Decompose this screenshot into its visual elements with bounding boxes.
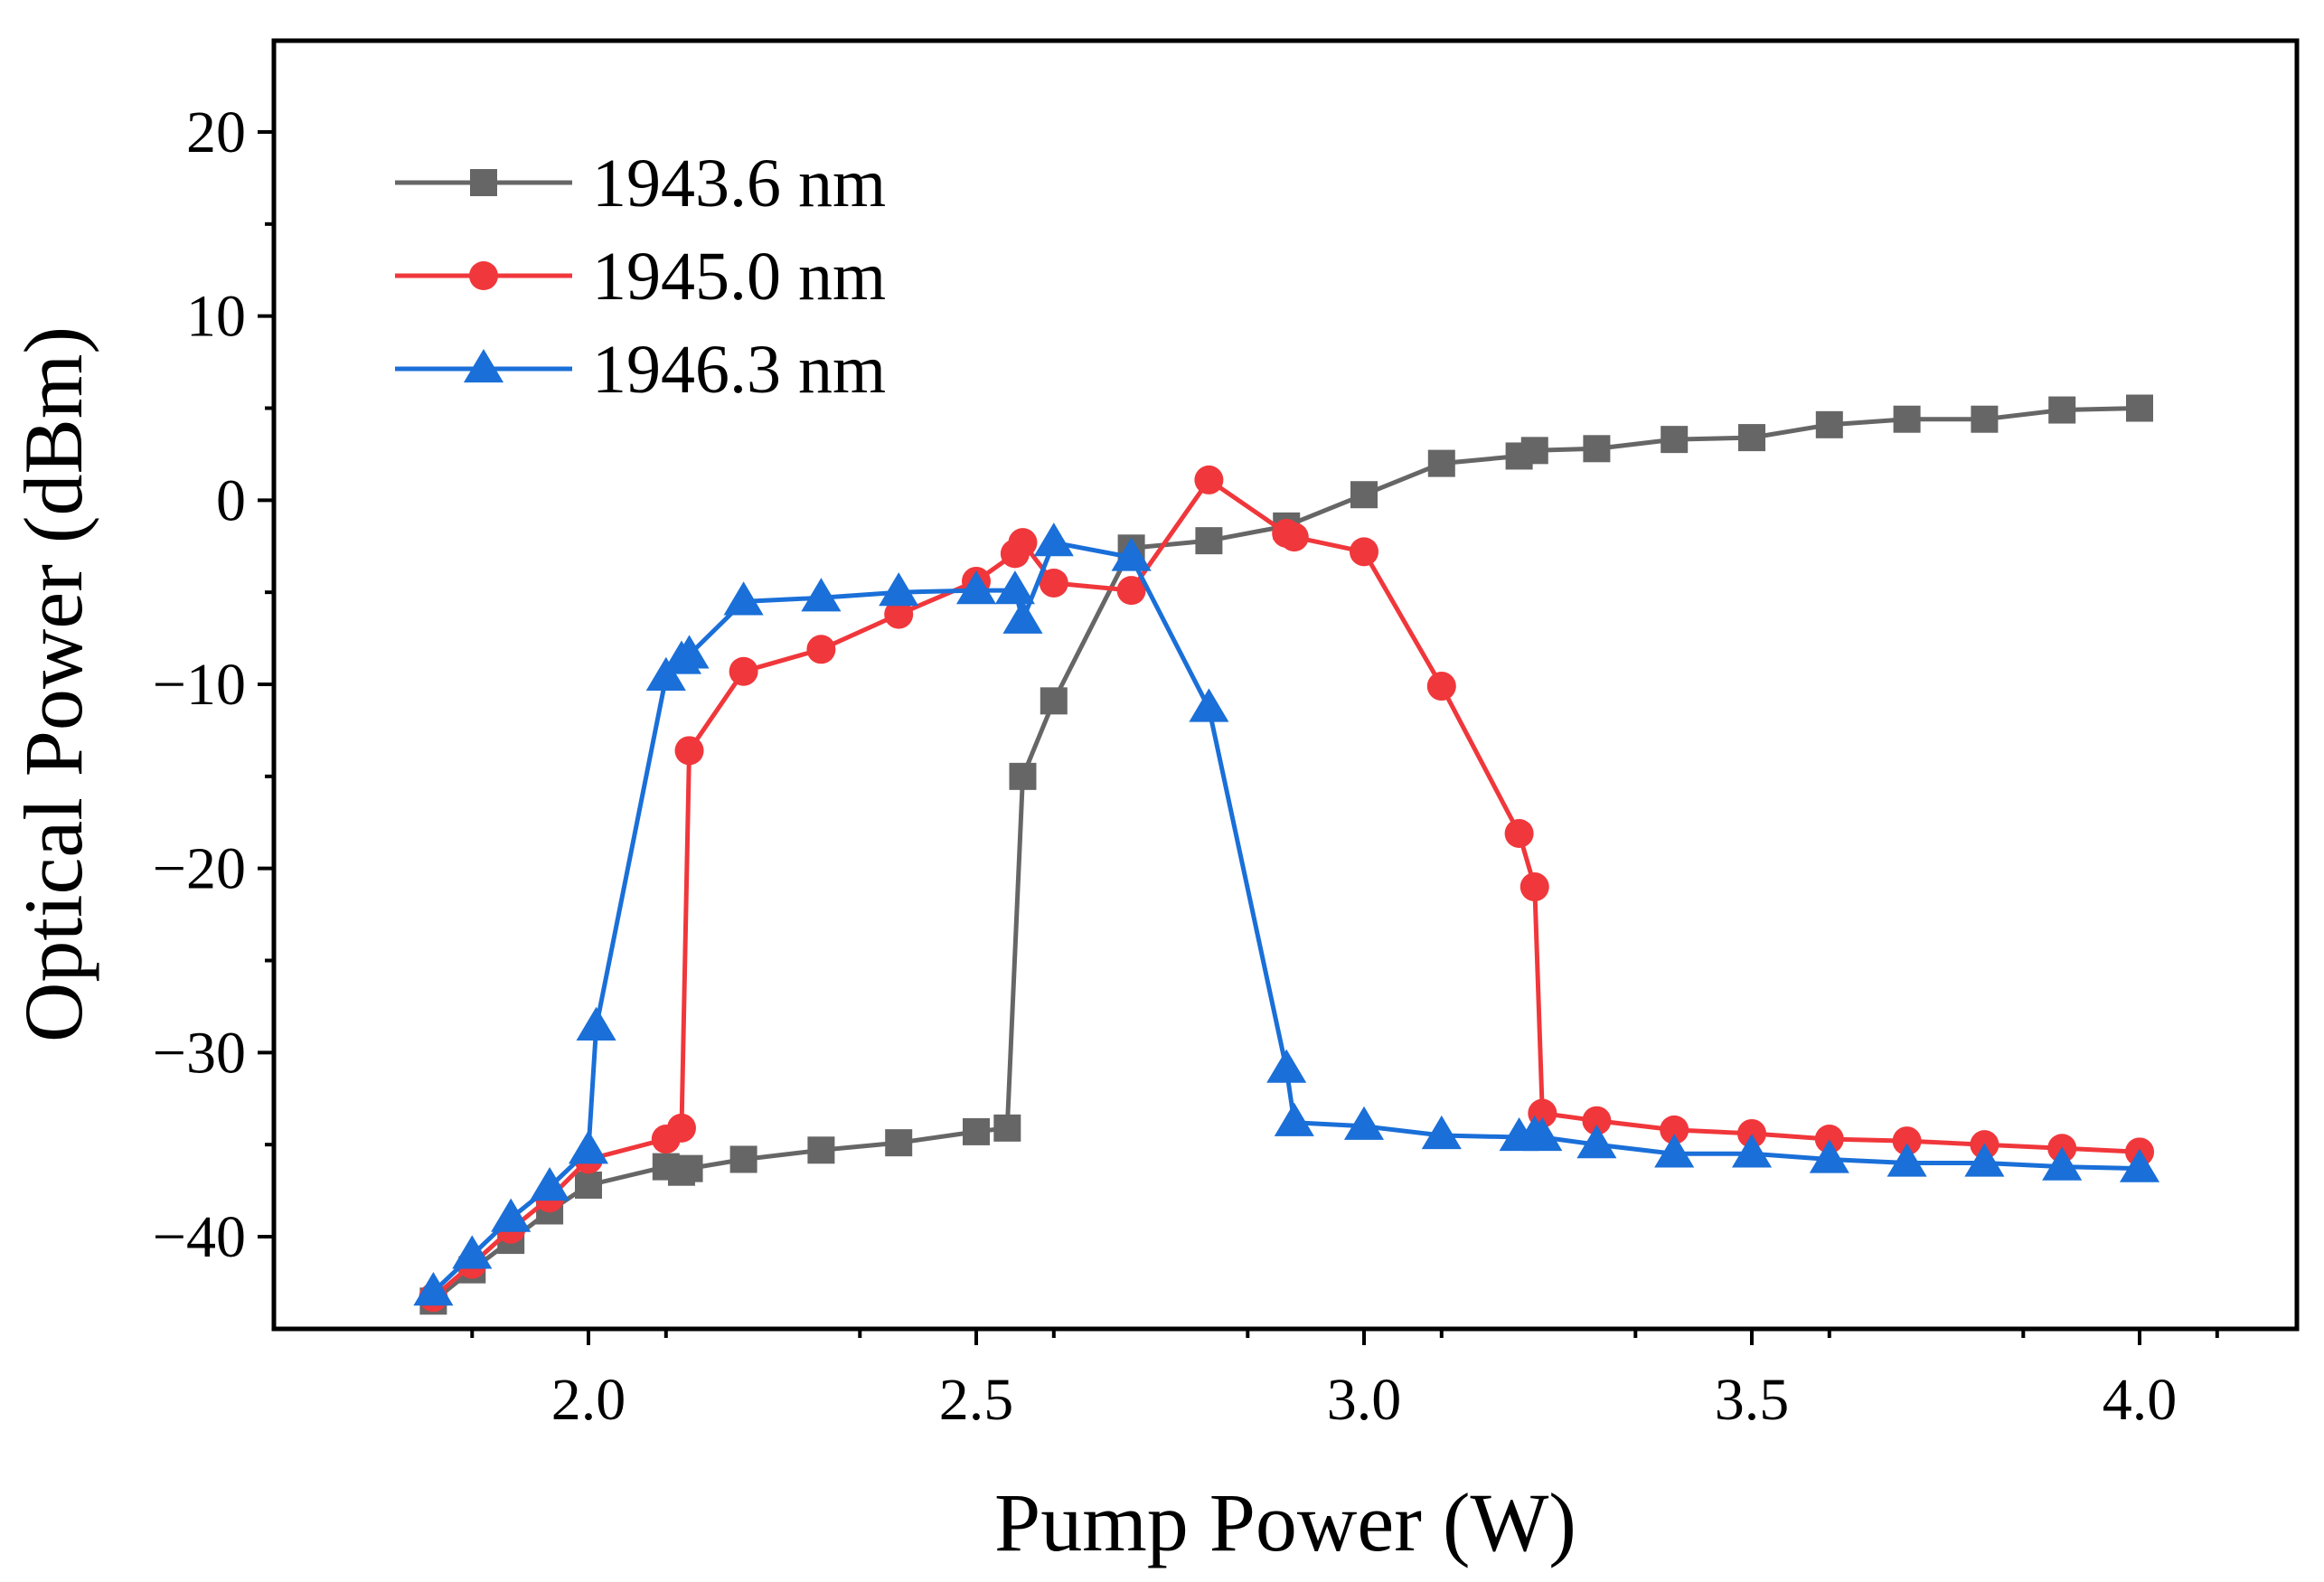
data-point-triangle [491,1198,532,1232]
data-point-triangle [1886,1143,1927,1177]
data-point-triangle [568,1130,609,1164]
data-point-square [675,1154,703,1182]
data-point-triangle [413,1272,454,1306]
data-point-triangle [1654,1134,1695,1168]
data-point-circle [1814,1125,1844,1154]
data-point-square [1009,762,1037,790]
x-tick-label: 3.5 [1715,1367,1790,1433]
data-point-triangle [1964,1143,2005,1177]
data-point-circle [674,736,704,766]
data-point-triangle [452,1235,493,1269]
data-point-circle [1520,872,1549,902]
x-axis-title: Pump Power (W) [994,1476,1576,1568]
data-point-square [885,1129,913,1157]
data-point-circle [1116,576,1146,606]
data-point-triangle [1002,599,1043,634]
data-point-circle [1660,1115,1689,1144]
legend-marker-square [470,169,497,196]
data-point-square [1195,527,1223,555]
y-tick-label: −10 [153,652,246,718]
y-tick-label: 10 [186,284,246,350]
data-point-square [2126,394,2153,422]
data-point-circle [1194,465,1224,494]
data-point-square [1583,435,1611,463]
x-tick-label: 2.0 [551,1367,626,1433]
data-point-circle [1350,537,1378,567]
data-point-square [1427,449,1455,477]
data-point-square [575,1171,602,1199]
data-point-square [1738,424,1765,452]
legend-marker-circle [469,261,498,290]
y-axis-title: Optical Power (dBm) [7,326,99,1042]
series-triangle [413,523,2160,1306]
data-point-triangle [1274,1102,1314,1136]
y-tick-label: 0 [216,467,246,533]
legend-label: 1945.0 nm [592,239,886,315]
data-point-triangle [1809,1139,1849,1173]
data-point-circle [1504,818,1534,848]
data-point-square [1815,410,1843,438]
data-point-circle [729,656,758,686]
data-point-square [729,1145,757,1173]
y-tick-label: −30 [153,1020,246,1086]
data-point-triangle [723,581,764,616]
x-tick-label: 3.0 [1327,1367,1402,1433]
data-point-triangle [1421,1115,1462,1150]
data-point-triangle [1343,1106,1385,1140]
axes-layer: 2.0 2.5 3.0 3.5 4.0 −40 −30 −20 −10 0 10 20 [153,99,2219,1433]
data-point-square [1893,405,1921,433]
data-point-circle [666,1113,696,1143]
series-layer [413,394,2160,1315]
data-point-triangle [1576,1125,1617,1159]
data-point-triangle [879,572,919,607]
legend-entry: 1946.3 nm [395,332,886,408]
data-point-triangle [1111,537,1152,571]
data-point-triangle [1189,688,1229,722]
x-tick-label: 2.5 [939,1367,1014,1433]
data-point-triangle [576,1006,616,1041]
data-point-circle [1737,1118,1766,1148]
data-point-square [1350,481,1378,509]
data-point-triangle [801,578,842,612]
legend-marker-triangle [463,348,504,383]
data-point-triangle [1033,523,1074,557]
data-point-square [1040,687,1068,715]
data-point-circle [1039,568,1068,598]
legend-label: 1943.6 nm [592,146,886,221]
data-point-square [1520,437,1548,465]
data-point-triangle [2042,1146,2083,1181]
data-point-circle [1892,1126,1922,1156]
data-point-square [807,1136,835,1164]
y-tick-label: −20 [153,836,246,902]
data-point-triangle [994,570,1035,605]
data-point-circle [1582,1106,1612,1135]
data-point-triangle [530,1166,570,1201]
data-point-triangle [955,570,997,605]
data-point-square [2048,396,2076,424]
data-point-circle [1279,523,1309,552]
data-point-circle [1008,528,1038,558]
data-point-triangle [2119,1148,2160,1182]
data-point-triangle [1731,1134,1773,1168]
data-point-triangle [1266,1049,1307,1083]
legend-entry: 1945.0 nm [395,239,886,315]
y-tick-label: 20 [186,99,246,165]
data-point-square [993,1114,1021,1142]
x-tick-label: 4.0 [2103,1367,2178,1433]
legend-label: 1946.3 nm [592,332,886,408]
data-point-triangle [1522,1116,1563,1152]
data-point-circle [806,635,836,664]
data-point-circle [884,599,914,629]
data-point-square [1661,426,1689,454]
data-point-circle [1426,672,1456,702]
data-point-square [963,1117,990,1145]
y-tick-label: −40 [153,1204,246,1270]
legend-entry: 1943.6 nm [395,146,886,221]
legend: 1943.6 nm 1945.0 nm 1946.3 nm [395,146,886,408]
data-point-triangle [669,635,710,669]
data-point-square [1971,405,1999,433]
